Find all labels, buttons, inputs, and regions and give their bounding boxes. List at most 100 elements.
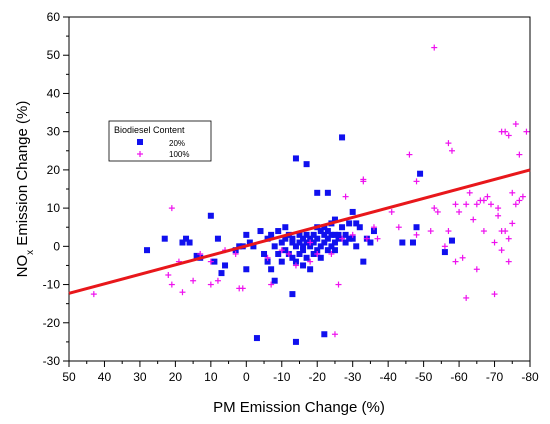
x-tick-label: -40 <box>379 370 397 384</box>
point-100-percent <box>434 208 441 215</box>
point-20-percent <box>261 250 268 257</box>
point-20-percent <box>222 262 229 269</box>
point-100-percent <box>168 281 175 288</box>
point-20-percent <box>214 235 221 242</box>
point-100-percent <box>331 331 338 338</box>
point-20-percent <box>257 228 264 235</box>
point-100-percent <box>363 235 370 242</box>
point-100-percent <box>441 243 448 250</box>
point-100-percent <box>505 132 512 139</box>
point-20-percent <box>342 231 349 238</box>
point-20-percent <box>211 258 218 265</box>
y-tick-label: 10 <box>47 201 61 215</box>
point-100-percent <box>512 201 519 208</box>
point-20-percent <box>243 231 250 238</box>
x-tick-label: -30 <box>344 370 362 384</box>
point-100-percent <box>374 235 381 242</box>
point-20-percent <box>292 338 299 345</box>
point-20-percent <box>289 235 296 242</box>
legend-marker-20 <box>137 139 143 145</box>
x-tick-label: 50 <box>62 370 76 384</box>
point-20-percent <box>289 254 296 261</box>
point-100-percent <box>431 205 438 212</box>
x-tick-label: 0 <box>243 370 250 384</box>
point-20-percent <box>303 231 310 238</box>
point-20-percent <box>193 252 200 259</box>
data-points <box>90 44 530 345</box>
point-20-percent <box>417 170 424 177</box>
x-tick-label: 20 <box>169 370 183 384</box>
point-20-percent <box>253 335 260 342</box>
point-20-percent <box>399 239 406 246</box>
point-100-percent <box>328 250 335 257</box>
point-100-percent <box>168 205 175 212</box>
point-20-percent <box>346 235 353 242</box>
point-20-percent <box>144 247 151 254</box>
point-100-percent <box>395 224 402 231</box>
point-20-percent <box>264 258 271 265</box>
y-tick-label: 20 <box>47 163 61 177</box>
point-100-percent <box>349 231 356 238</box>
point-20-percent <box>271 243 278 250</box>
point-20-percent <box>310 250 317 257</box>
point-100-percent <box>480 197 487 204</box>
x-tick-label: -80 <box>521 370 539 384</box>
point-20-percent <box>328 231 335 238</box>
point-20-percent <box>296 239 303 246</box>
point-100-percent <box>516 197 523 204</box>
point-20-percent <box>328 243 335 250</box>
point-100-percent <box>509 189 516 196</box>
point-20-percent <box>207 212 214 219</box>
point-100-percent <box>90 291 97 298</box>
point-100-percent <box>413 178 420 185</box>
point-20-percent <box>275 228 282 235</box>
point-20-percent <box>300 247 307 254</box>
point-100-percent <box>388 208 395 215</box>
point-20-percent <box>314 235 321 242</box>
point-100-percent <box>197 250 204 257</box>
point-100-percent <box>165 272 172 278</box>
point-100-percent <box>505 258 512 265</box>
point-20-percent <box>331 231 338 238</box>
point-20-percent <box>342 239 349 246</box>
point-100-percent <box>285 250 292 257</box>
x-tick-label: 30 <box>133 370 147 384</box>
point-100-percent <box>498 247 505 254</box>
point-100-percent <box>179 289 186 296</box>
point-20-percent <box>339 224 346 231</box>
point-20-percent <box>250 243 257 250</box>
point-20-percent <box>353 220 360 227</box>
y-tick-label: 30 <box>47 125 61 139</box>
point-100-percent <box>502 228 509 235</box>
point-20-percent <box>300 262 307 269</box>
point-20-percent <box>289 291 296 298</box>
point-100-percent <box>452 258 459 265</box>
point-100-percent <box>307 258 314 265</box>
point-100-percent <box>214 277 221 284</box>
point-20-percent <box>300 235 307 242</box>
point-20-percent <box>218 270 225 277</box>
point-20-percent <box>349 208 356 215</box>
point-100-percent <box>360 176 367 183</box>
point-20-percent <box>282 247 289 254</box>
point-20-percent <box>292 243 299 250</box>
point-100-percent <box>431 44 438 51</box>
point-20-percent <box>282 224 289 231</box>
point-20-percent <box>278 239 285 246</box>
point-100-percent <box>268 281 275 288</box>
point-100-percent <box>448 147 455 154</box>
point-20-percent <box>243 266 250 273</box>
point-100-percent <box>456 208 463 215</box>
point-20-percent <box>335 235 342 242</box>
point-100-percent <box>495 205 502 212</box>
legend-title: Biodiesel Content <box>114 125 185 135</box>
point-100-percent <box>516 151 523 158</box>
x-tick-label: -10 <box>273 370 291 384</box>
point-20-percent <box>183 235 190 242</box>
y-tick-label: 60 <box>47 10 61 24</box>
point-20-percent <box>324 235 331 242</box>
point-20-percent <box>278 258 285 265</box>
legend-box <box>108 120 212 162</box>
point-100-percent <box>491 291 498 298</box>
point-20-percent <box>314 189 321 196</box>
